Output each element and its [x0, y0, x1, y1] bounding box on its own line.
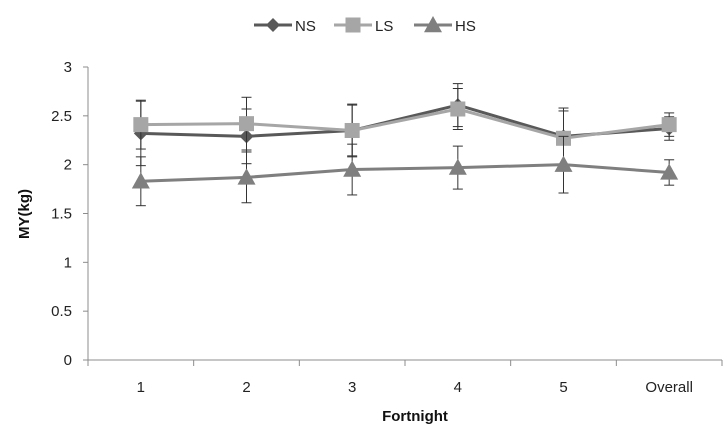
data-point-hs — [660, 163, 679, 180]
series-line-hs — [140, 163, 670, 183]
y-axis-title: MY(kg) — [16, 189, 33, 239]
data-point-ls — [344, 122, 360, 138]
data-point-ls — [450, 101, 466, 117]
x-tick-label: 2 — [242, 379, 250, 396]
x-axis-title: Fortnight — [382, 408, 448, 425]
data-point-hs — [343, 160, 362, 177]
y-axis: 0 0.5 1 1.5 2 2.5 3 — [51, 59, 89, 369]
legend-marker-hs — [424, 16, 442, 33]
x-tick-label: 5 — [559, 379, 567, 396]
data-point-hs — [237, 168, 256, 185]
data-point-ls — [133, 117, 149, 133]
y-tick-label: 0 — [64, 352, 72, 369]
series-layer — [131, 83, 679, 207]
data-point-ls — [661, 117, 677, 133]
legend-label-ls: LS — [375, 18, 393, 35]
y-tick-label: 0.5 — [51, 303, 72, 320]
x-axis: 1 2 3 4 5 Overall — [87, 359, 723, 396]
x-tick-label: Overall — [645, 379, 693, 396]
data-point-ls — [239, 116, 254, 132]
data-point-hs — [131, 172, 150, 189]
legend-item-hs: HS — [414, 16, 476, 35]
data-point-hs — [554, 155, 573, 172]
legend-label-hs: HS — [455, 18, 476, 35]
y-tick-label: 3 — [64, 59, 72, 76]
series-line-ls — [140, 107, 670, 140]
legend-item-ns: NS — [254, 18, 316, 35]
y-tick-label: 2.5 — [51, 108, 72, 125]
legend-marker-ns — [266, 18, 280, 32]
series-ls — [133, 87, 677, 167]
y-tick-label: 2 — [64, 157, 72, 174]
data-point-hs — [448, 158, 467, 175]
legend-marker-ls — [345, 17, 361, 33]
series-hs — [131, 135, 679, 207]
x-tick-label: 1 — [137, 379, 145, 396]
x-tick-label: 3 — [348, 379, 356, 396]
y-tick-label: 1 — [64, 254, 72, 271]
x-tick-label: 4 — [454, 379, 462, 396]
y-tick-label: 1.5 — [51, 206, 72, 223]
legend-label-ns: NS — [295, 18, 316, 35]
legend-item-ls: LS — [334, 17, 393, 35]
legend: NS LS HS — [254, 16, 476, 35]
